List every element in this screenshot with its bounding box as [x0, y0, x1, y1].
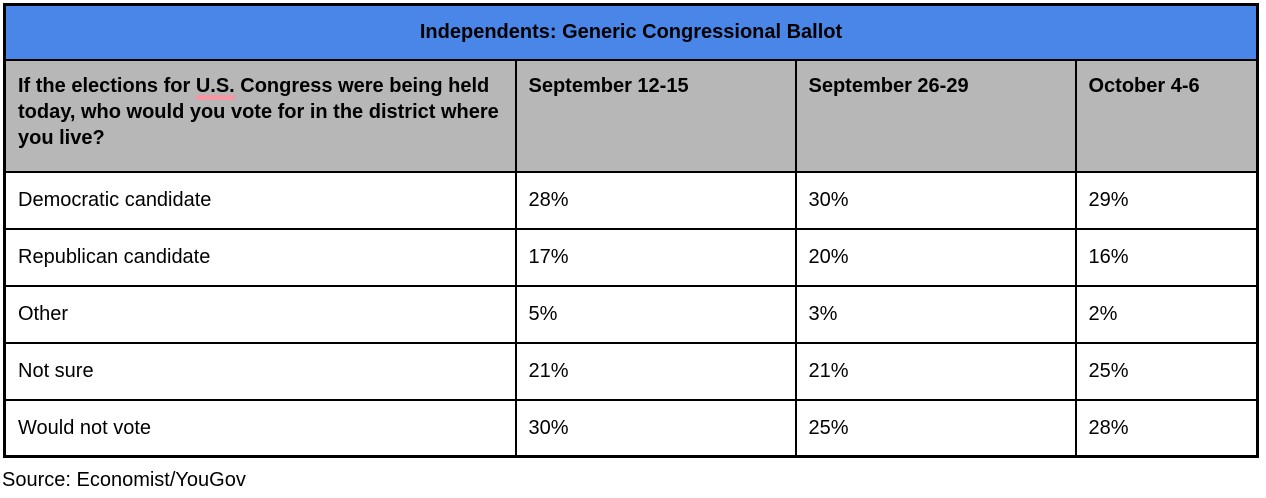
column-header-oct-4-6: October 4-6 [1074, 58, 1259, 173]
table-row-republican-candidate: Republican candidate 17% 20% 16% [3, 227, 1259, 287]
value-cell: 17% [514, 227, 797, 287]
value-cell: 3% [794, 284, 1077, 344]
row-label: Republican candidate [3, 227, 517, 287]
value-cell: 30% [514, 398, 797, 458]
question-header-cell: If the elections for U.S. Congress were … [3, 58, 517, 173]
value-cell: 28% [514, 170, 797, 230]
column-header-sep-26-29: September 26-29 [794, 58, 1077, 173]
column-header-sep-12-15: September 12-15 [514, 58, 797, 173]
value-cell: 30% [794, 170, 1077, 230]
value-cell: 29% [1074, 170, 1259, 230]
table-row-not-sure: Not sure 21% 21% 25% [3, 341, 1259, 401]
row-label: Would not vote [3, 398, 517, 458]
value-cell: 20% [794, 227, 1077, 287]
value-cell: 25% [1074, 341, 1259, 401]
table-row-other: Other 5% 3% 2% [3, 284, 1259, 344]
value-cell: 16% [1074, 227, 1259, 287]
question-text-after: Congress were being held today, who woul… [18, 74, 499, 149]
row-label: Other [3, 284, 517, 344]
table-row-democratic-candidate: Democratic candidate 28% 30% 29% [3, 170, 1259, 230]
question-text-before: If the elections for [18, 74, 196, 97]
source-attribution: Source: Economist/YouGov [2, 469, 246, 491]
value-cell: 21% [514, 341, 797, 401]
value-cell: 21% [794, 341, 1077, 401]
value-cell: 28% [1074, 398, 1259, 458]
table-row-would-not-vote: Would not vote 30% 25% 28% [3, 398, 1259, 458]
table-title-row: Independents: Generic Congressional Ball… [3, 3, 1259, 61]
row-label: Not sure [3, 341, 517, 401]
table-title: Independents: Generic Congressional Ball… [3, 3, 1259, 61]
value-cell: 2% [1074, 284, 1259, 344]
row-label: Democratic candidate [3, 170, 517, 230]
value-cell: 25% [794, 398, 1077, 458]
generic-ballot-table: Independents: Generic Congressional Ball… [3, 3, 1260, 458]
spellcheck-flagged-word: U.S. [195, 74, 235, 97]
value-cell: 5% [514, 284, 797, 344]
table-header-row: If the elections for U.S. Congress were … [3, 58, 1259, 173]
